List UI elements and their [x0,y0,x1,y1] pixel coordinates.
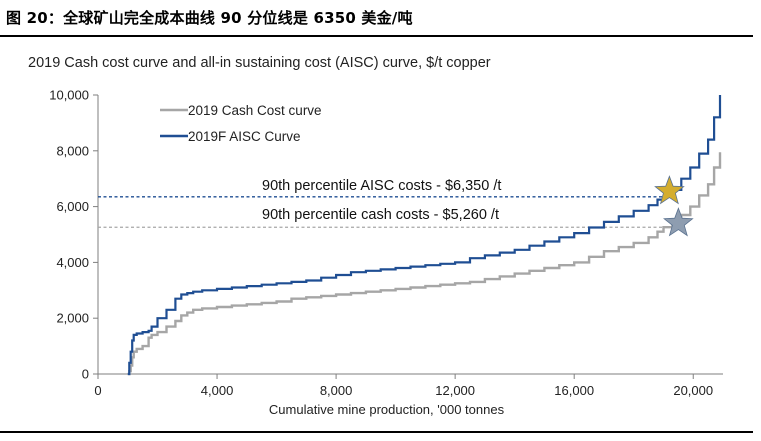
x-tick-label: 20,000 [673,383,713,398]
x-tick-label: 0 [94,383,101,398]
aisc-curve-line [127,95,722,376]
x-tick-label: 4,000 [201,383,234,398]
cash-cost-curve-line [127,152,722,376]
y-tick-label: 10,000 [49,88,89,103]
y-tick-label: 8,000 [56,143,89,158]
x-tick-label: 8,000 [320,383,353,398]
top-rule [0,35,753,37]
x-axis-title: Cumulative mine production, '000 tonnes [269,402,505,417]
y-tick-label: 0 [82,367,89,382]
y-tick-label: 2,000 [56,311,89,326]
x-tick-label: 16,000 [554,383,594,398]
aisc-star-marker [654,175,685,205]
legend-label-aisc: 2019F AISC Curve [188,129,301,144]
x-tick-label: 12,000 [435,383,475,398]
cash-cost-star-marker [663,207,694,237]
cash-cost-percentile-annotation: 90th percentile cash costs - $5,260 /t [262,207,499,223]
aisc-percentile-annotation: 90th percentile AISC costs - $6,350 /t [262,178,501,194]
chart-title: 2019 Cash cost curve and all-in sustaini… [28,55,491,71]
bottom-rule [0,431,753,433]
legend-label-cash-cost: 2019 Cash Cost curve [188,103,322,118]
y-tick-label: 4,000 [56,255,89,270]
figure-title: 图 20：全球矿山完全成本曲线 90 分位线是 6350 美金/吨 [6,9,413,27]
y-tick-label: 6,000 [56,199,89,214]
